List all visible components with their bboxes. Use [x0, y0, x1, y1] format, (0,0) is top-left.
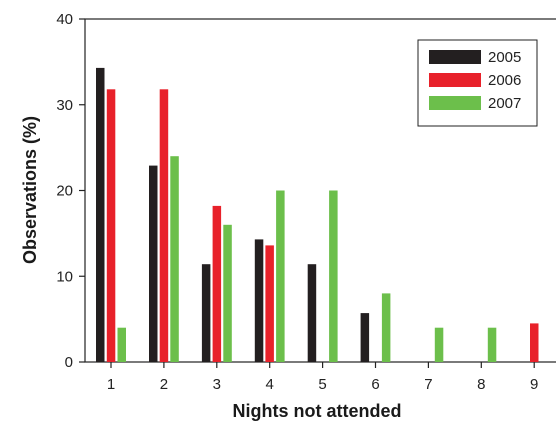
legend: 2005 2006 2007	[417, 39, 538, 127]
x-tick-label-5: 5	[318, 376, 326, 393]
legend-swatch-2007	[429, 96, 481, 110]
y-tick-label-30: 30	[56, 97, 73, 114]
bar-2007-1	[117, 327, 126, 362]
bar-2005-2	[149, 165, 158, 362]
bar-2007-4	[276, 190, 285, 362]
bar-2007-5	[329, 190, 338, 362]
x-tick-label-7: 7	[424, 376, 432, 393]
y-tick-label-20: 20	[56, 183, 73, 200]
bars-group	[96, 67, 539, 363]
bar-2006-1	[106, 89, 116, 363]
y-tick-label-0: 0	[65, 354, 73, 371]
bar-2005-3	[201, 264, 211, 362]
bar-2007-2	[170, 156, 179, 362]
bar-2006-4	[265, 245, 274, 362]
bar-2006-3	[212, 205, 222, 362]
bar-2006-9	[530, 323, 539, 362]
legend-label-2005: 2005	[488, 49, 521, 66]
y-axis-title: Observations (%)	[20, 116, 40, 264]
x-tick-label-9: 9	[530, 376, 538, 393]
bar-2005-4	[254, 239, 264, 362]
legend-label-2006: 2006	[488, 72, 521, 89]
legend-swatch-2006	[429, 73, 481, 87]
x-tick-label-1: 1	[107, 376, 115, 393]
x-tick-label-3: 3	[213, 376, 221, 393]
y-axis: 0 10 20 30 40	[56, 11, 85, 371]
bar-2007-3	[223, 224, 232, 362]
bar-2005-6	[360, 313, 370, 362]
x-axis: 1 2 3 4 5 6 7 8 9	[107, 362, 538, 393]
bar-2006-2	[159, 89, 169, 363]
y-tick-label-10: 10	[56, 268, 73, 285]
bar-2007-6	[381, 293, 391, 362]
legend-label-2007: 2007	[488, 95, 521, 112]
bar-2005-1	[96, 67, 105, 363]
x-tick-label-8: 8	[477, 376, 485, 393]
y-tick-label-40: 40	[56, 11, 73, 28]
bar-2005-5	[307, 264, 317, 362]
x-tick-label-6: 6	[371, 376, 379, 393]
x-axis-title: Nights not attended	[233, 401, 402, 421]
x-tick-label-4: 4	[266, 376, 274, 393]
bar-2007-8	[487, 327, 497, 362]
legend-swatch-2005	[429, 50, 481, 64]
x-tick-label-2: 2	[160, 376, 168, 393]
bar-2007-7	[434, 327, 444, 362]
